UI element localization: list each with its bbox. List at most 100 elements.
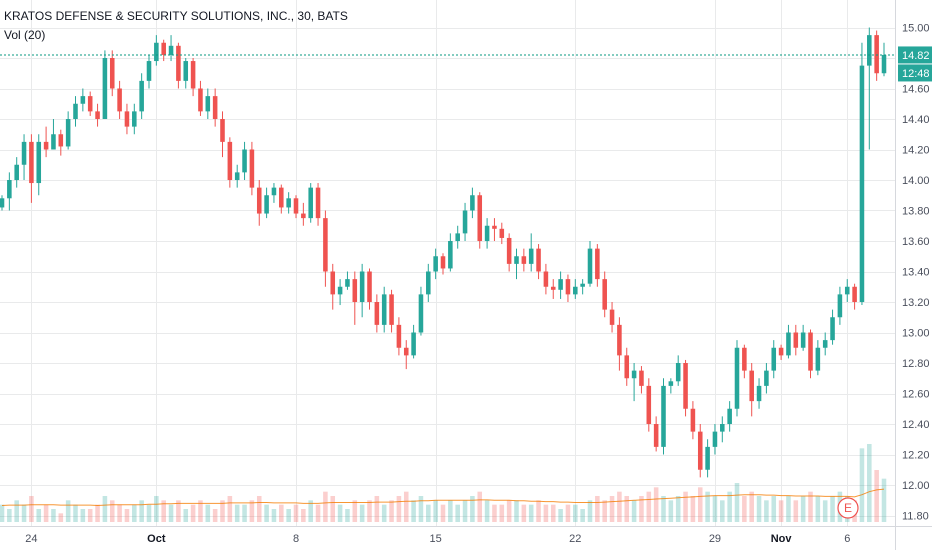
volume-bar [565, 504, 571, 522]
volume-bar [550, 504, 556, 522]
candle-body [587, 248, 593, 284]
candle-body [418, 294, 424, 333]
candle [0, 195, 5, 211]
candle-body [690, 408, 696, 432]
candle [271, 183, 277, 203]
volume-bar [293, 504, 299, 522]
price-tick-label: 14.20 [902, 145, 930, 157]
candle-body [712, 431, 718, 447]
candle-body [536, 248, 541, 272]
candle [558, 271, 563, 299]
price-tick-label: 13.80 [902, 206, 930, 218]
candle [198, 80, 203, 116]
candle [43, 126, 49, 158]
time-tick-label: 15 [430, 533, 442, 545]
volume-bar [867, 444, 872, 522]
volume-bar [359, 504, 365, 522]
candle-body [403, 347, 409, 356]
earnings-marker-label: E [844, 501, 852, 515]
candle-body [720, 424, 725, 432]
candle-body [323, 218, 328, 272]
candle [881, 42, 887, 77]
candle-body [227, 141, 233, 180]
candle [528, 233, 534, 272]
candle-body [256, 187, 262, 214]
time-axis[interactable]: 24 Oct 8 15 22 29 Nov 6 [25, 533, 850, 545]
candle [749, 363, 754, 417]
volume-indicator-label[interactable]: Vol (20) [4, 28, 45, 42]
volume-bar [198, 500, 203, 522]
candle [146, 54, 152, 89]
candle [433, 248, 438, 280]
candle [411, 324, 416, 359]
candle-body [80, 96, 86, 104]
candle [653, 416, 659, 452]
candle [727, 401, 732, 432]
candle [822, 332, 828, 356]
volume-bar [734, 483, 740, 522]
volume-bar [220, 500, 225, 522]
candle-body [198, 88, 203, 112]
price-axis[interactable]: 15.0014.8014.6014.4014.2014.0013.8013.60… [902, 23, 930, 523]
time-tick-label: 22 [569, 533, 581, 545]
candle [87, 91, 93, 116]
volume-bar [337, 504, 343, 522]
candle-body [595, 248, 600, 280]
candle-body [668, 381, 674, 386]
candle [426, 263, 431, 302]
last-price-tag: 14.82 12:48 [898, 46, 932, 82]
candle [21, 134, 27, 180]
candle-body [426, 271, 431, 295]
volume-bar [573, 504, 578, 522]
volume-bar [624, 496, 630, 522]
candle [36, 134, 42, 196]
candle [462, 202, 468, 241]
candle-body [36, 141, 42, 184]
candle-body [624, 355, 630, 379]
candle-body [440, 256, 446, 269]
candle [381, 286, 387, 333]
volume-bar [0, 504, 5, 522]
candle-body [234, 172, 240, 180]
candle [815, 340, 821, 376]
candle-body [697, 431, 703, 470]
volume-bar [242, 504, 247, 522]
candle [874, 30, 879, 81]
volume-bar [301, 509, 306, 522]
candle-body [43, 141, 49, 150]
candle-body [374, 302, 380, 325]
candle-body [771, 347, 777, 371]
price-tick-label: 12.20 [902, 450, 930, 462]
candle-body [514, 256, 519, 264]
candle [183, 58, 189, 89]
volume-bar [7, 509, 12, 522]
candle-body [573, 286, 578, 295]
volume-bar [653, 487, 659, 522]
volume-bar [73, 504, 78, 522]
volume-bar [830, 496, 835, 522]
volume-bar [271, 509, 277, 522]
volume-bar [279, 504, 284, 522]
candle-body [815, 347, 821, 371]
candle [580, 279, 585, 295]
candle-body [352, 279, 358, 302]
candle [484, 218, 490, 249]
candle-body [617, 324, 622, 356]
candle [646, 378, 652, 432]
candle-body [0, 198, 5, 208]
candle [734, 340, 740, 417]
volume-bar [411, 500, 416, 522]
candle-body [271, 187, 277, 196]
candle-body [73, 103, 78, 119]
volume-bar [249, 500, 255, 522]
volume-bar [95, 504, 100, 522]
earnings-marker[interactable]: E [837, 497, 859, 519]
candle-body [183, 61, 189, 81]
volume-bar [499, 504, 505, 522]
volume-bar [822, 500, 828, 522]
candle [359, 263, 365, 318]
candle-body [867, 35, 872, 66]
volume-bar [51, 509, 56, 522]
